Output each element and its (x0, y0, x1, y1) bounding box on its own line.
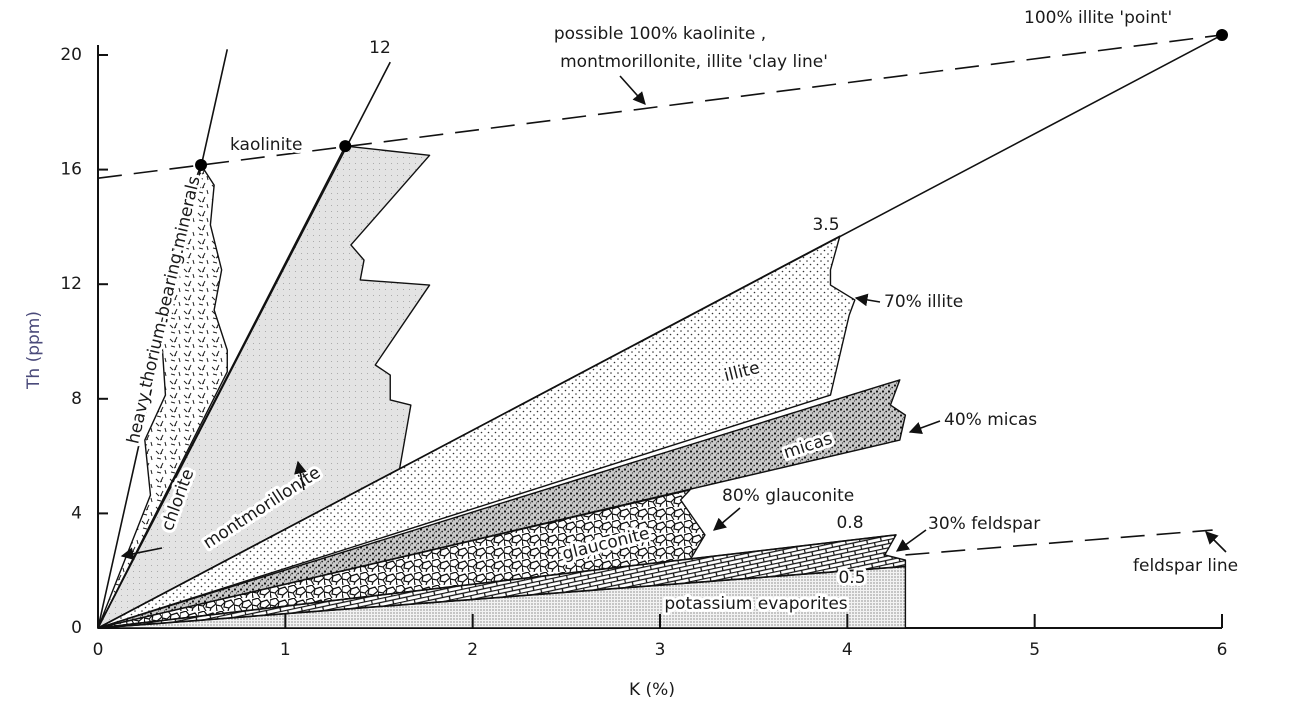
annotation: possible 100% kaolinite , (554, 24, 766, 44)
annotation: feldspar line (1133, 556, 1238, 576)
annotation: montmorillonite, illite 'clay line' (560, 52, 828, 72)
y-tick-label: 16 (60, 160, 82, 180)
region-label: potassium evaporites (664, 594, 847, 614)
x-axis-title: K (%) (629, 680, 675, 700)
endpoint (1216, 29, 1228, 41)
annotation: kaolinite (230, 135, 302, 155)
x-tick-label: 5 (1029, 640, 1040, 660)
x-tick-label: 2 (467, 640, 478, 660)
annotation: 40% micas (944, 410, 1037, 430)
ratio-label: 3.5 (812, 215, 839, 235)
arrow (910, 421, 940, 432)
y-tick-label: 0 (71, 618, 82, 638)
endpoint (339, 140, 351, 152)
y-tick-label: 12 (60, 274, 82, 294)
arrow (620, 76, 645, 104)
chart: K (%) Th (ppm) chlorite montmorillonite … (0, 0, 1296, 702)
annotation: 100% illite 'point' (1024, 8, 1172, 28)
annotation: 80% glauconite (722, 486, 854, 506)
annotation: 30% feldspar (928, 514, 1040, 534)
arrow (1206, 532, 1226, 552)
y-tick-label: 4 (71, 503, 82, 523)
arrow (856, 298, 880, 302)
x-tick-label: 3 (655, 640, 666, 660)
ratio-label: 0.5 (838, 568, 865, 588)
y-tick-label: 20 (60, 45, 82, 65)
y-tick-label: 8 (71, 389, 82, 409)
y-axis-title: Th (ppm) (24, 311, 44, 390)
ratio-label: 12 (369, 38, 391, 58)
annotation: 70% illite (884, 292, 963, 312)
arrow (897, 530, 926, 551)
x-tick-label: 4 (842, 640, 853, 660)
x-tick-label: 0 (93, 640, 104, 660)
x-tick-label: 6 (1217, 640, 1228, 660)
arrow (714, 508, 740, 530)
x-tick-label: 1 (280, 640, 291, 660)
plot-area (98, 29, 1228, 628)
ratio-label: 0.8 (836, 513, 863, 533)
endpoint (195, 159, 207, 171)
